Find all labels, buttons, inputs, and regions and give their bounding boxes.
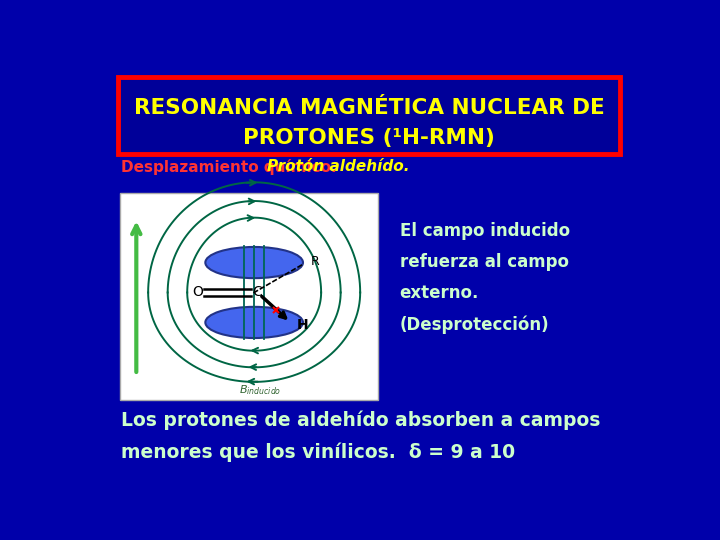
Text: El campo inducido: El campo inducido bbox=[400, 222, 570, 240]
Text: Desplazamiento químico.: Desplazamiento químico. bbox=[121, 159, 341, 174]
Text: PROTONES (¹H-RMN): PROTONES (¹H-RMN) bbox=[243, 127, 495, 147]
Text: Protón aldehído.: Protón aldehído. bbox=[267, 159, 410, 174]
Text: H: H bbox=[297, 318, 309, 332]
Ellipse shape bbox=[205, 307, 303, 338]
Text: O: O bbox=[192, 286, 203, 300]
Ellipse shape bbox=[205, 247, 303, 278]
Text: Los protones de aldehído absorben a campos: Los protones de aldehído absorben a camp… bbox=[121, 410, 600, 430]
Text: menores que los vinílicos.  δ = 9 a 10: menores que los vinílicos. δ = 9 a 10 bbox=[121, 443, 515, 462]
FancyBboxPatch shape bbox=[118, 77, 620, 154]
Text: RESONANCIA MAGNÉTICA NUCLEAR DE: RESONANCIA MAGNÉTICA NUCLEAR DE bbox=[134, 98, 604, 118]
Text: refuerza al campo: refuerza al campo bbox=[400, 253, 569, 271]
Text: $B_{inducido}$: $B_{inducido}$ bbox=[238, 383, 281, 397]
Text: C: C bbox=[252, 286, 262, 300]
FancyBboxPatch shape bbox=[120, 193, 379, 400]
Text: (Desprotección): (Desprotección) bbox=[400, 315, 549, 334]
Text: R: R bbox=[311, 255, 320, 268]
Text: externo.: externo. bbox=[400, 285, 479, 302]
